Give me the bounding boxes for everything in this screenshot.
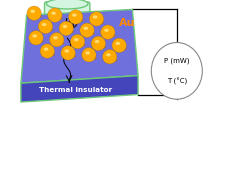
Ellipse shape bbox=[71, 43, 86, 47]
Ellipse shape bbox=[50, 33, 64, 47]
Text: Au: Au bbox=[118, 18, 135, 28]
Text: Thermal insulator: Thermal insulator bbox=[39, 87, 112, 93]
Ellipse shape bbox=[113, 47, 127, 51]
Ellipse shape bbox=[32, 34, 37, 38]
Ellipse shape bbox=[106, 53, 111, 57]
Ellipse shape bbox=[103, 50, 117, 64]
Ellipse shape bbox=[104, 29, 109, 32]
Ellipse shape bbox=[116, 42, 120, 45]
Ellipse shape bbox=[63, 25, 67, 28]
FancyBboxPatch shape bbox=[44, 2, 90, 87]
Ellipse shape bbox=[38, 19, 53, 34]
Ellipse shape bbox=[29, 31, 43, 45]
Ellipse shape bbox=[112, 38, 126, 53]
Ellipse shape bbox=[30, 10, 35, 13]
Ellipse shape bbox=[69, 10, 83, 24]
Ellipse shape bbox=[51, 12, 56, 15]
Ellipse shape bbox=[50, 41, 65, 45]
Ellipse shape bbox=[92, 45, 106, 49]
Ellipse shape bbox=[44, 47, 48, 51]
Ellipse shape bbox=[60, 30, 74, 34]
Ellipse shape bbox=[74, 38, 79, 41]
Ellipse shape bbox=[103, 58, 118, 62]
Ellipse shape bbox=[82, 56, 97, 60]
Ellipse shape bbox=[101, 25, 115, 39]
Ellipse shape bbox=[81, 32, 95, 36]
Ellipse shape bbox=[91, 36, 106, 51]
Ellipse shape bbox=[61, 46, 75, 60]
Ellipse shape bbox=[41, 52, 55, 57]
Ellipse shape bbox=[82, 48, 96, 62]
Text: $h\nu$: $h\nu$ bbox=[63, 17, 79, 31]
Polygon shape bbox=[21, 76, 138, 102]
Ellipse shape bbox=[93, 15, 98, 19]
Text: T (°C): T (°C) bbox=[167, 78, 187, 85]
Ellipse shape bbox=[83, 27, 88, 30]
Ellipse shape bbox=[69, 18, 84, 22]
Ellipse shape bbox=[64, 49, 69, 53]
Ellipse shape bbox=[48, 8, 62, 22]
Polygon shape bbox=[21, 9, 138, 83]
Ellipse shape bbox=[95, 40, 99, 43]
Ellipse shape bbox=[89, 12, 104, 26]
Ellipse shape bbox=[28, 15, 42, 19]
Text: P (mW): P (mW) bbox=[164, 57, 190, 64]
Ellipse shape bbox=[30, 39, 44, 43]
Ellipse shape bbox=[70, 34, 85, 49]
Ellipse shape bbox=[39, 28, 53, 32]
Ellipse shape bbox=[53, 36, 58, 40]
Ellipse shape bbox=[72, 13, 77, 17]
Ellipse shape bbox=[42, 23, 47, 26]
Ellipse shape bbox=[151, 43, 202, 99]
Ellipse shape bbox=[27, 6, 41, 20]
Ellipse shape bbox=[85, 51, 90, 55]
Ellipse shape bbox=[101, 33, 116, 38]
Ellipse shape bbox=[80, 23, 94, 37]
Ellipse shape bbox=[46, 80, 88, 90]
Ellipse shape bbox=[62, 54, 76, 58]
Ellipse shape bbox=[49, 16, 63, 21]
Ellipse shape bbox=[90, 20, 104, 24]
Ellipse shape bbox=[40, 44, 54, 58]
Ellipse shape bbox=[59, 21, 73, 36]
Ellipse shape bbox=[46, 0, 88, 9]
